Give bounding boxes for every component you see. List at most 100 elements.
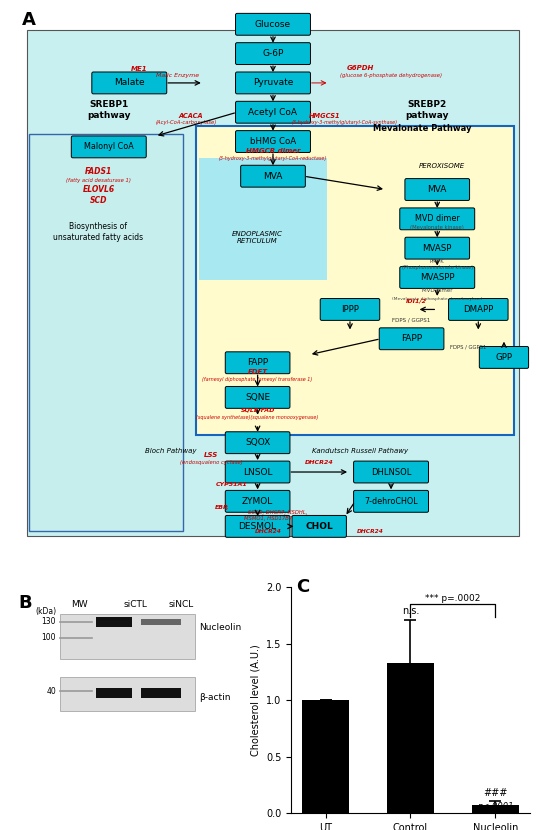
Text: IDI1/2: IDI1/2 bbox=[406, 299, 427, 304]
Text: pathway: pathway bbox=[87, 110, 130, 120]
Text: (kDa): (kDa) bbox=[35, 608, 57, 617]
FancyBboxPatch shape bbox=[72, 136, 146, 158]
Text: (Mevalonate diphosphate decarboxylase): (Mevalonate diphosphate decarboxylase) bbox=[392, 297, 483, 300]
FancyBboxPatch shape bbox=[405, 178, 470, 201]
Bar bbox=[196, 125, 514, 435]
Text: MVASP: MVASP bbox=[423, 244, 452, 252]
Y-axis label: Cholesterol level (A.U.): Cholesterol level (A.U.) bbox=[251, 644, 260, 756]
Text: SQNE: SQNE bbox=[245, 393, 270, 402]
Text: MW: MW bbox=[72, 600, 88, 609]
Text: FDPS / GGPS1: FDPS / GGPS1 bbox=[393, 318, 431, 323]
FancyBboxPatch shape bbox=[225, 352, 290, 374]
Text: EBP,: EBP, bbox=[215, 505, 229, 510]
Text: ENDOPLASMIC
RETICULUM: ENDOPLASMIC RETICULUM bbox=[232, 231, 283, 244]
Bar bbox=[141, 618, 181, 625]
Text: A: A bbox=[21, 11, 35, 29]
Text: SQLE-FAD: SQLE-FAD bbox=[240, 408, 275, 413]
Text: SREBP1: SREBP1 bbox=[89, 100, 128, 109]
FancyBboxPatch shape bbox=[379, 328, 444, 349]
Text: FDFT: FDFT bbox=[247, 369, 268, 375]
Text: (glucose 6-phosphate dehydrogenase): (glucose 6-phosphate dehydrogenase) bbox=[340, 72, 442, 77]
Text: Glucose: Glucose bbox=[255, 20, 291, 29]
Text: PEROXISOME: PEROXISOME bbox=[419, 164, 465, 169]
Bar bbox=[472, 805, 519, 813]
FancyBboxPatch shape bbox=[225, 461, 290, 483]
Text: 130: 130 bbox=[41, 618, 56, 627]
Text: CYP51A1: CYP51A1 bbox=[216, 482, 248, 487]
FancyBboxPatch shape bbox=[354, 461, 429, 483]
Text: B: B bbox=[19, 593, 32, 612]
FancyBboxPatch shape bbox=[400, 208, 474, 230]
FancyBboxPatch shape bbox=[235, 13, 311, 35]
Text: (Acyl-CoA-carboxylase): (Acyl-CoA-carboxylase) bbox=[155, 120, 216, 125]
Text: DHCR24: DHCR24 bbox=[357, 530, 384, 535]
FancyBboxPatch shape bbox=[479, 346, 529, 369]
Text: SREBP2: SREBP2 bbox=[407, 100, 447, 109]
Bar bbox=[96, 617, 132, 627]
Text: G6PDH: G6PDH bbox=[347, 65, 374, 71]
Text: PMVK: PMVK bbox=[430, 258, 444, 264]
Text: ME1: ME1 bbox=[131, 66, 148, 72]
FancyBboxPatch shape bbox=[241, 165, 305, 187]
Text: FAPP: FAPP bbox=[401, 334, 422, 344]
Text: HMGCR dimer: HMGCR dimer bbox=[246, 149, 300, 154]
FancyBboxPatch shape bbox=[354, 491, 429, 512]
Bar bbox=[96, 688, 132, 698]
FancyBboxPatch shape bbox=[225, 387, 290, 408]
Text: ZYMOL: ZYMOL bbox=[242, 497, 273, 505]
Text: n.s.: n.s. bbox=[402, 607, 419, 617]
Text: 40: 40 bbox=[46, 686, 56, 696]
FancyBboxPatch shape bbox=[225, 432, 290, 454]
Text: Biosynthesis of
unsaturated fatty acids: Biosynthesis of unsaturated fatty acids bbox=[54, 222, 144, 242]
FancyBboxPatch shape bbox=[225, 491, 290, 512]
FancyBboxPatch shape bbox=[405, 237, 470, 259]
FancyBboxPatch shape bbox=[292, 515, 346, 537]
FancyBboxPatch shape bbox=[400, 266, 474, 288]
Text: (endosqualeno cyclase): (endosqualeno cyclase) bbox=[180, 460, 243, 465]
Text: p<.0001: p<.0001 bbox=[477, 802, 514, 811]
Text: (squalene synthetase)(squalene monooxygenase): (squalene synthetase)(squalene monooxyge… bbox=[197, 415, 319, 420]
Text: Nucleolin: Nucleolin bbox=[199, 623, 241, 632]
Text: 100: 100 bbox=[41, 633, 56, 642]
Text: HMGCS1: HMGCS1 bbox=[308, 113, 340, 119]
Text: pathway: pathway bbox=[405, 110, 449, 120]
Text: DESMOL: DESMOL bbox=[239, 522, 277, 531]
Text: (fatty acid desaturase 1): (fatty acid desaturase 1) bbox=[66, 178, 131, 183]
FancyBboxPatch shape bbox=[235, 42, 311, 65]
Text: LNSOL: LNSOL bbox=[243, 467, 272, 476]
Bar bbox=[141, 688, 181, 698]
Text: SQOX: SQOX bbox=[245, 438, 270, 447]
Text: β-actin: β-actin bbox=[199, 693, 230, 702]
Text: ###: ### bbox=[483, 788, 508, 798]
Text: DMAPP: DMAPP bbox=[463, 305, 494, 314]
Text: bHMG CoA: bHMG CoA bbox=[250, 137, 296, 146]
Bar bbox=[29, 134, 183, 530]
Text: Pyruvate: Pyruvate bbox=[253, 78, 293, 87]
Bar bbox=[387, 663, 434, 813]
Text: (Phosphomevalonate kinase): (Phosphomevalonate kinase) bbox=[402, 266, 473, 271]
Text: (3-hydroxy-3-methylglutaryl-CoA-synthase): (3-hydroxy-3-methylglutaryl-CoA-synthase… bbox=[292, 120, 398, 125]
Text: Kandutsch Russell Pathawy: Kandutsch Russell Pathawy bbox=[312, 448, 408, 454]
FancyBboxPatch shape bbox=[235, 72, 311, 94]
Text: Bloch Pathway: Bloch Pathway bbox=[145, 448, 196, 454]
FancyBboxPatch shape bbox=[320, 299, 380, 320]
Bar bbox=[199, 158, 327, 281]
Text: DHCR24: DHCR24 bbox=[254, 530, 281, 535]
Text: 7-dehroCHOL: 7-dehroCHOL bbox=[364, 497, 418, 505]
Text: (3-hydroxy-3-methylglutaryl-CoA-reductase): (3-hydroxy-3-methylglutaryl-CoA-reductas… bbox=[219, 156, 327, 161]
Text: Malonyl CoA: Malonyl CoA bbox=[84, 143, 134, 151]
Text: FDPS / GGPS1: FDPS / GGPS1 bbox=[450, 344, 486, 349]
Text: SCSD, DHCR7, NSDHL,: SCSD, DHCR7, NSDHL, bbox=[248, 510, 308, 515]
Bar bbox=[60, 677, 195, 711]
Text: MVA: MVA bbox=[263, 172, 283, 181]
Text: MVASPP: MVASPP bbox=[420, 273, 454, 282]
Text: ACACA: ACACA bbox=[179, 113, 203, 119]
Text: (Mevalonate kinase): (Mevalonate kinase) bbox=[410, 226, 464, 231]
FancyBboxPatch shape bbox=[225, 515, 290, 537]
Text: Malic Enzyme: Malic Enzyme bbox=[157, 73, 200, 78]
FancyBboxPatch shape bbox=[92, 72, 167, 94]
Text: *** p=.0002: *** p=.0002 bbox=[425, 593, 480, 603]
FancyBboxPatch shape bbox=[235, 130, 311, 153]
Text: MVA: MVA bbox=[428, 185, 447, 194]
Text: G-6P: G-6P bbox=[262, 49, 284, 58]
